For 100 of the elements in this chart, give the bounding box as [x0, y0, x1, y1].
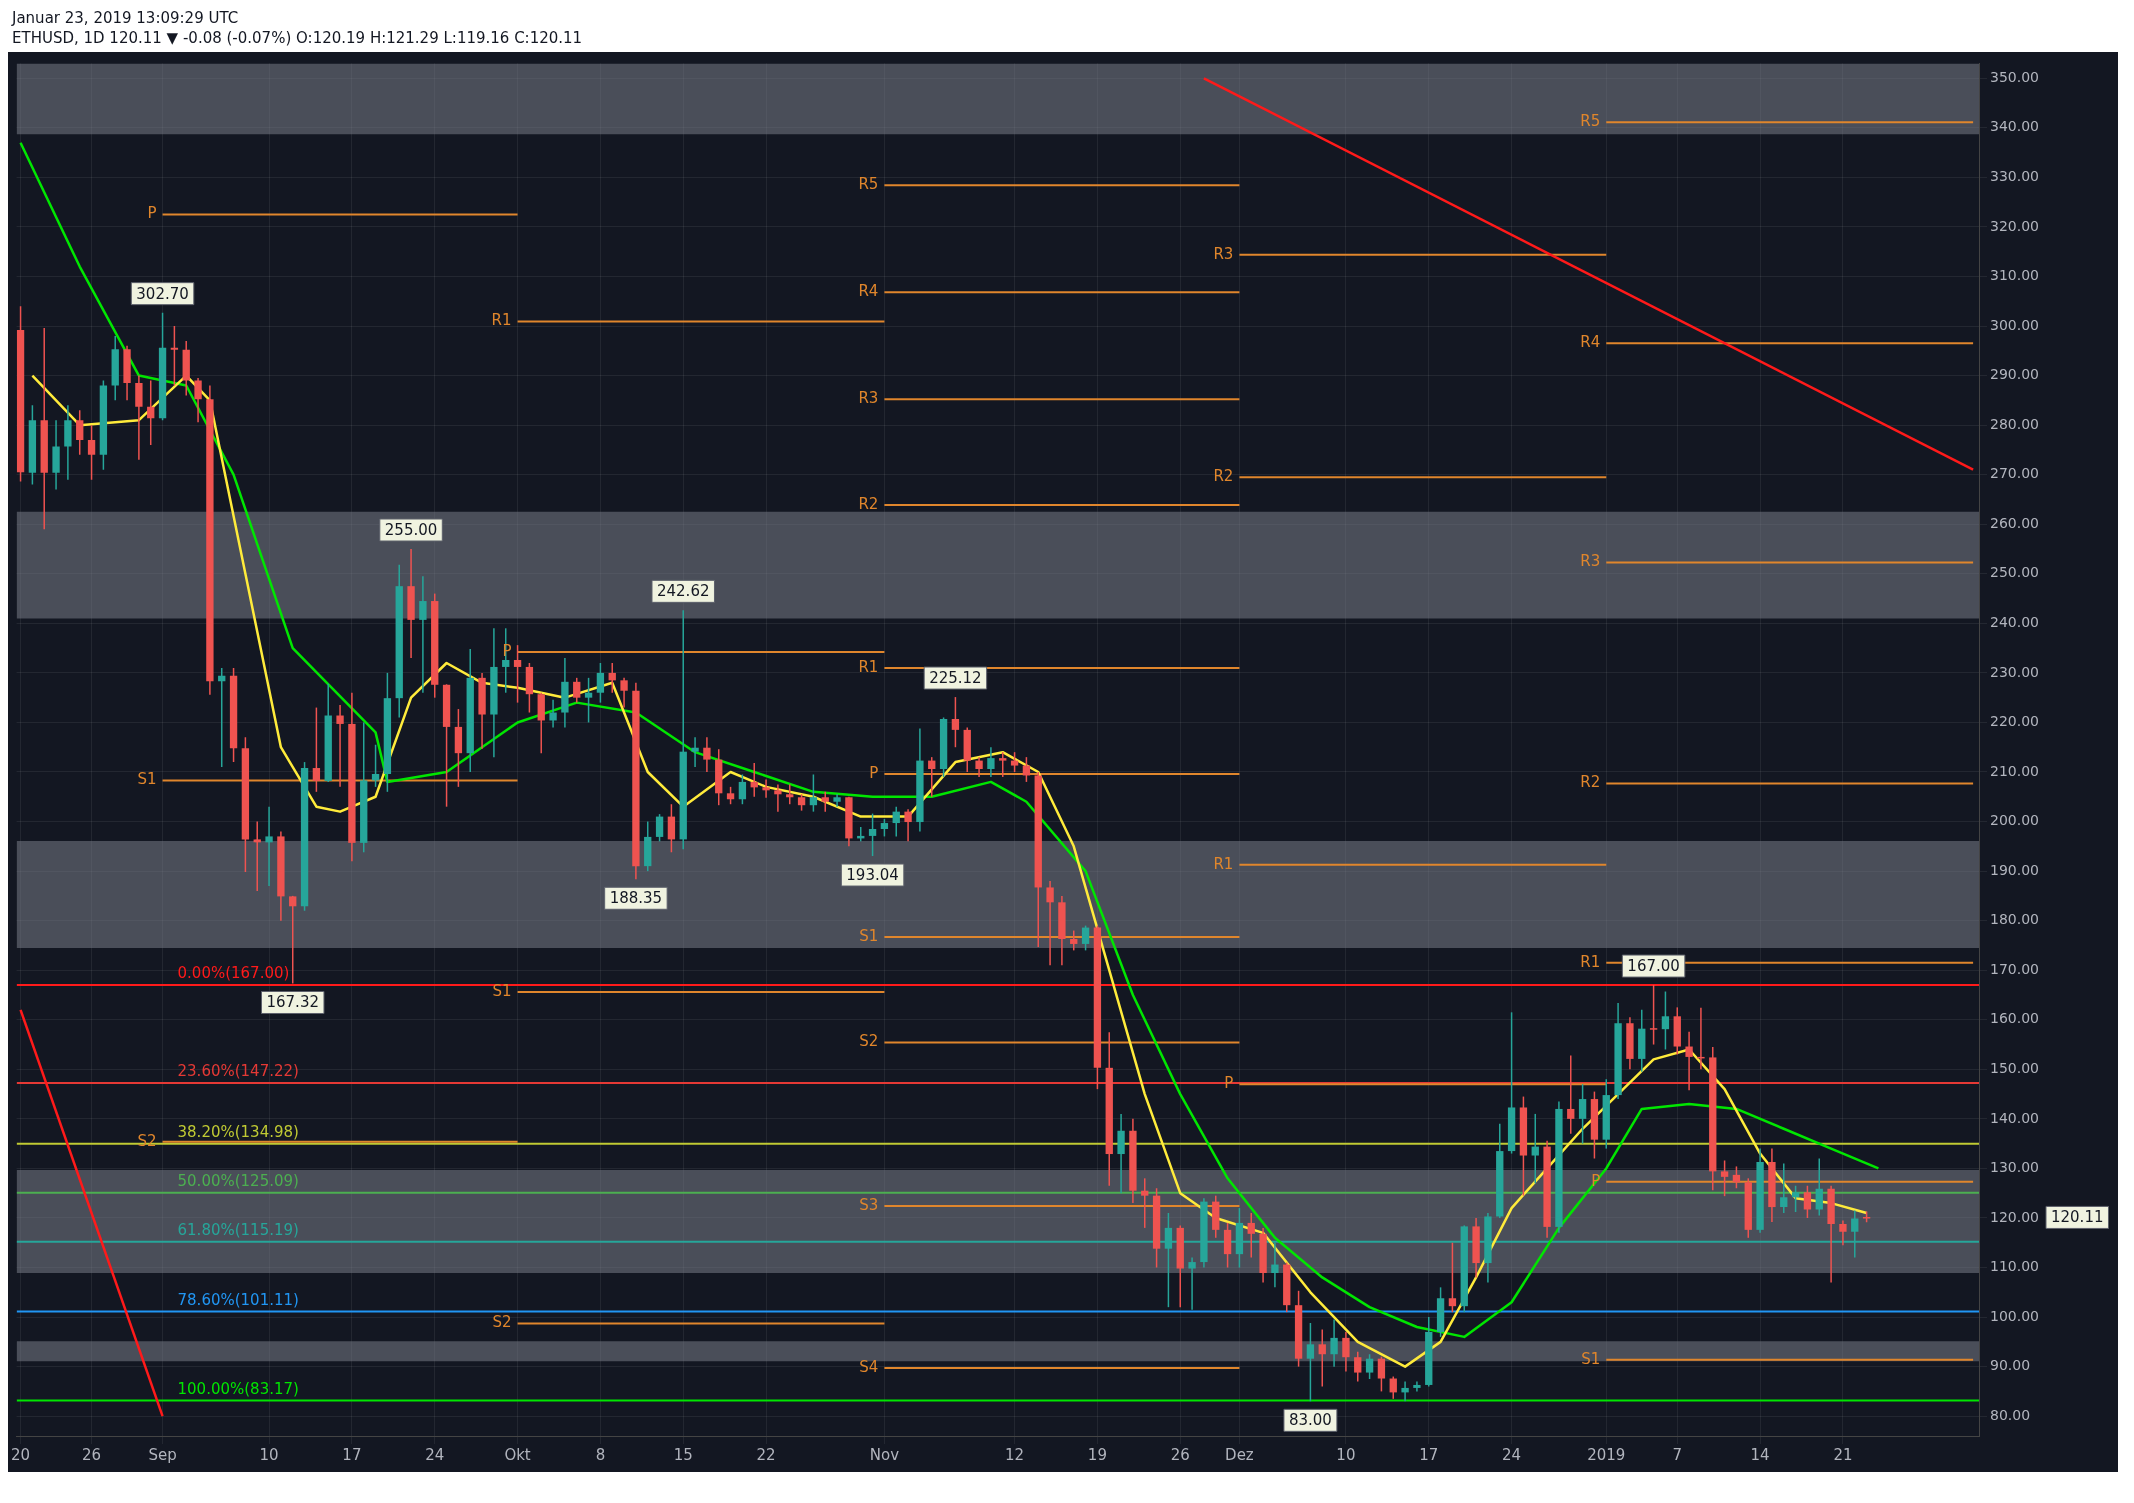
candlestick: [1685, 1030, 1693, 1091]
y-tick-label: 90.00: [1990, 1357, 2031, 1374]
x-tick-label: 8: [595, 1445, 606, 1464]
annotation: 83.00: [1288, 1411, 1332, 1430]
series-label: P: [869, 763, 879, 782]
candlestick: [1354, 1351, 1362, 1383]
candlestick: [868, 812, 877, 857]
y-tick-label: 320.00: [1990, 217, 2040, 234]
annotation: 242.62: [656, 582, 710, 601]
x-tick-label: 2019: [1587, 1445, 1626, 1464]
candlestick: [419, 575, 427, 694]
x-tick-label: 15: [673, 1445, 693, 1464]
series-label: P: [147, 204, 157, 223]
candlestick: [904, 808, 912, 843]
candlestick: [655, 813, 664, 843]
candlestick: [1188, 1256, 1196, 1311]
candlestick: [620, 677, 628, 709]
series-label: R3: [1213, 244, 1234, 263]
x-tick-label: 26: [1170, 1445, 1190, 1464]
series-label: S2: [859, 1032, 879, 1051]
series-label: R5: [1580, 112, 1601, 131]
candlestick: [312, 706, 321, 793]
candlestick: [135, 374, 143, 461]
y-tick-label: 290.00: [1990, 366, 2040, 383]
series-label: S4: [859, 1358, 879, 1376]
candlestick: [762, 778, 770, 799]
candlestick: [1839, 1219, 1847, 1246]
series-label: S3: [859, 1195, 879, 1214]
candlestick: [147, 379, 155, 446]
candlestick: [1803, 1185, 1812, 1219]
candlestick: [265, 805, 273, 887]
candlestick: [951, 696, 960, 748]
candlestick: [1330, 1318, 1338, 1368]
annotation: 167.32: [266, 993, 319, 1012]
x-tick-label: Okt: [504, 1445, 531, 1464]
annotation: 167.00: [1627, 956, 1680, 975]
x-tick-label: 24: [425, 1445, 445, 1464]
x-tick-label: 14: [1750, 1445, 1770, 1464]
candlestick: [1117, 1113, 1125, 1194]
series-label: R2: [1213, 467, 1234, 486]
candlestick: [1815, 1157, 1823, 1217]
candlestick: [1318, 1328, 1326, 1388]
x-tick-label: 21: [1833, 1445, 1853, 1464]
ref-line-label: 50.00%(125.09): [177, 1172, 299, 1191]
candlestick: [1377, 1355, 1386, 1393]
y-tick-label: 120.00: [1990, 1208, 2040, 1225]
candlestick: [975, 756, 983, 778]
series-label: S1: [1581, 1349, 1601, 1368]
candlestick: [1567, 1054, 1575, 1135]
candlestick: [892, 805, 900, 838]
x-tick-label: Dez: [1225, 1445, 1254, 1464]
series-label: R5: [858, 175, 879, 194]
y-tick-label: 350.00: [1990, 68, 2040, 85]
candlestick: [1141, 1177, 1149, 1229]
candlestick: [1448, 1242, 1457, 1313]
y-tick-label: 80.00: [1990, 1406, 2031, 1423]
y-tick-label: 160.00: [1990, 1010, 2040, 1027]
x-tick-label: Nov: [869, 1445, 900, 1464]
y-tick-label: 250.00: [1990, 564, 2040, 581]
candlestick: [1306, 1322, 1315, 1403]
y-tick-label: 140.00: [1990, 1109, 2040, 1126]
candlestick: [1070, 929, 1078, 952]
candlestick: [821, 791, 829, 813]
series-label: R1: [858, 657, 879, 676]
series-label: S1: [492, 981, 512, 1000]
y-tick-label: 130.00: [1990, 1159, 2040, 1176]
candlestick: [703, 736, 711, 773]
candlestick: [1046, 880, 1054, 966]
y-tick-label: 260.00: [1990, 514, 2040, 531]
chart-subtitle: ETHUSD, 1D 120.11 ▼ -0.08 (-0.07%) O:120.19 H:121.29 L:119.16 C:120.11: [11, 28, 584, 48]
candlestick: [1365, 1353, 1374, 1380]
candlestick: [1342, 1331, 1350, 1373]
candlestick: [809, 773, 818, 813]
y-tick-label: 110.00: [1990, 1258, 2040, 1275]
candlestick: [1578, 1083, 1587, 1145]
ref-line-label: 23.60%(147.22): [177, 1062, 299, 1081]
candlestick: [170, 325, 179, 387]
chart-title: Januar 23, 2019 13:09:29 UTC: [10, 8, 240, 28]
candlestick: [513, 644, 522, 704]
candlestick: [1531, 1113, 1539, 1185]
annotation: 225.12: [929, 668, 982, 687]
ref-line-label: 61.80%(115.19): [177, 1221, 299, 1240]
annotation: 193.04: [846, 865, 899, 884]
candlestick: [87, 424, 96, 481]
ref-line-label: 0.00%(167.00): [177, 964, 290, 983]
y-tick-label: 240.00: [1990, 613, 2040, 630]
series-label: R4: [1580, 333, 1601, 352]
series-label: R3: [1580, 552, 1601, 571]
y-tick-label: 100.00: [1990, 1307, 2040, 1324]
series-label: R3: [858, 389, 879, 408]
candlestick: [1780, 1162, 1788, 1214]
candlestick: [1720, 1159, 1729, 1197]
series-label: R1: [1213, 854, 1234, 873]
series-label: R1: [491, 311, 512, 330]
x-tick-label: 22: [756, 1445, 776, 1464]
series-label: R2: [1580, 773, 1601, 792]
y-tick-label: 190.00: [1990, 861, 2040, 878]
candlestick: [738, 773, 747, 805]
x-tick-label: 10: [259, 1445, 279, 1464]
candlestick: [289, 895, 297, 985]
